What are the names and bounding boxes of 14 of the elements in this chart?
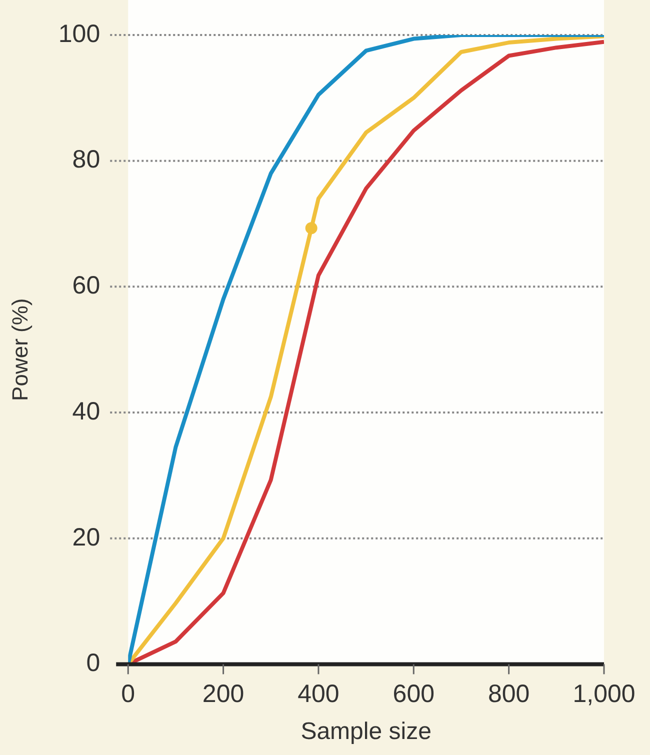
y-tick-label: 20 (72, 523, 100, 552)
x-tick-label: 400 (298, 680, 340, 708)
y-tick-label: 40 (72, 397, 100, 426)
y-axis-title: Power (%) (7, 298, 32, 401)
y-tick-label: 60 (72, 272, 100, 300)
x-tick-label: 0 (121, 680, 136, 708)
x-axis-title: Sample size (300, 718, 432, 746)
x-tick-label: 600 (392, 680, 435, 708)
y-tick-label: 80 (72, 146, 100, 174)
x-tick-label: 1,000 (572, 680, 636, 708)
y-tick-label: 0 (86, 649, 100, 678)
x-tick-label: 200 (202, 680, 244, 708)
x-tick-label: 800 (488, 680, 530, 708)
y-tick-label: 100 (58, 20, 100, 48)
